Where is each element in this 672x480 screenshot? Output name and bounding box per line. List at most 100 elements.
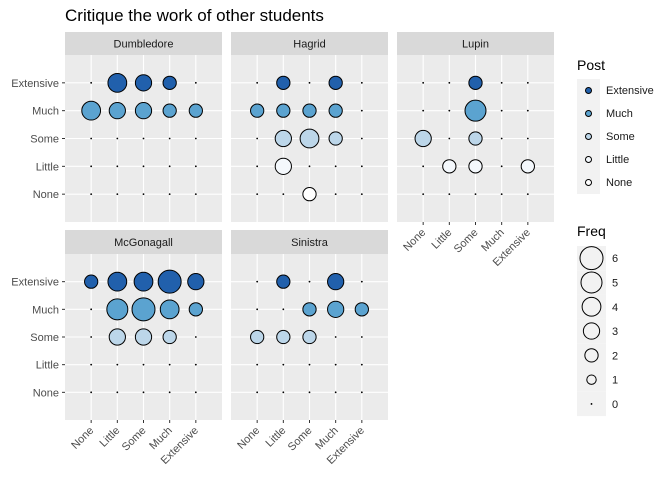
point-zero: [282, 391, 285, 394]
point-zero: [308, 363, 311, 366]
legend-swatch: [585, 179, 592, 186]
point-none-some: [414, 129, 432, 148]
point-little-some: [108, 328, 126, 346]
point-zero: [526, 193, 529, 196]
point-zero: [194, 81, 197, 84]
point-zero: [500, 193, 503, 196]
legend-post-item-little: Little: [577, 148, 629, 171]
point-some-much: [131, 297, 156, 322]
legend-label: Little: [606, 154, 629, 166]
point-zero: [168, 165, 171, 168]
point-zero: [308, 165, 311, 168]
point-zero: [334, 336, 337, 338]
panel-dumbledore: Dumbledore: [65, 32, 222, 222]
point-some-extensive: [133, 271, 154, 292]
point-much-extensive: [327, 273, 345, 291]
point-zero: [422, 109, 425, 112]
point-zero: [168, 391, 171, 394]
point-none-some: [250, 329, 265, 345]
point-zero: [334, 165, 337, 168]
panel-points: [250, 75, 363, 202]
point-zero: [168, 137, 171, 140]
point-zero: [360, 280, 363, 283]
point-much-some: [162, 329, 177, 345]
legend-size-swatch: [584, 348, 599, 363]
point-zero: [360, 336, 363, 338]
point-zero: [90, 165, 93, 168]
legend-label: 3: [612, 326, 618, 338]
point-zero: [360, 109, 363, 112]
point-zero: [360, 363, 363, 366]
point-little-much: [108, 102, 126, 120]
point-zero: [256, 137, 259, 140]
point-zero: [194, 165, 197, 168]
point-little-extensive: [276, 274, 291, 289]
point-little-little: [442, 159, 457, 174]
panel-strip: [397, 32, 554, 55]
point-zero: [422, 81, 425, 84]
point-zero: [256, 193, 259, 196]
y-tick-label: None: [33, 189, 59, 201]
point-little-little: [274, 157, 292, 175]
legend-swatch: [585, 133, 592, 140]
point-little-extensive: [107, 72, 128, 93]
legend-freq-title: Freq: [577, 223, 606, 239]
point-little-much: [276, 103, 291, 118]
panel-points: [414, 75, 535, 196]
point-much-much: [159, 299, 180, 320]
point-zero: [256, 308, 259, 311]
x-tick-label: Little: [430, 227, 455, 252]
legend-size-swatch: [582, 322, 601, 340]
legend-size-swatch: [581, 296, 602, 317]
legend-freq-item-0: 0: [577, 391, 618, 417]
point-some-some: [302, 329, 317, 345]
y-tick-label: Little: [36, 161, 59, 173]
legend-size-swatch: [580, 271, 603, 294]
panel-strip-label: McGonagall: [114, 237, 173, 249]
point-some-none: [302, 187, 317, 202]
panel-points: [81, 72, 203, 196]
point-some-some: [468, 131, 483, 146]
panel-strip-label: Dumbledore: [114, 39, 174, 51]
y-tick-label: Little: [36, 360, 59, 372]
point-zero: [116, 137, 119, 140]
point-some-little: [468, 159, 483, 174]
panel-points: [250, 273, 369, 394]
chart-title: Critique the work of other students: [65, 6, 324, 25]
legend-label: Much: [606, 108, 633, 120]
x-tick-label: Little: [264, 425, 289, 450]
point-some-extensive: [134, 74, 153, 92]
point-zero: [256, 391, 259, 394]
legend-post: Post Extensive Much Some Little None: [577, 57, 654, 194]
point-little-extensive: [276, 75, 291, 90]
legend-post-item-much: Much: [577, 102, 633, 125]
x-tick-label: Little: [98, 425, 123, 450]
legend-post-title: Post: [577, 57, 605, 73]
point-zero: [526, 109, 529, 112]
point-extensive-much: [188, 103, 203, 118]
panel-strip-label: Hagrid: [293, 39, 325, 51]
panel-strip: [231, 32, 388, 55]
point-zero: [360, 137, 363, 140]
point-little-some: [274, 129, 292, 148]
point-zero: [500, 109, 503, 112]
point-zero: [194, 363, 197, 366]
point-extensive-little: [520, 159, 535, 174]
point-zero: [308, 391, 311, 394]
point-zero: [90, 336, 93, 338]
panel-mcgonagall: McGonagall: [65, 230, 222, 420]
point-zero: [116, 165, 119, 168]
point-zero: [116, 363, 119, 366]
y-tick-label: Extensive: [11, 277, 59, 289]
point-zero: [448, 81, 451, 84]
point-zero: [360, 391, 363, 394]
legend-swatch: [585, 87, 592, 94]
point-zero: [116, 193, 119, 196]
point-much-much: [162, 103, 177, 118]
y-tick-label: None: [33, 387, 59, 399]
legend-post-item-some: Some: [577, 125, 635, 148]
point-much-some: [328, 131, 343, 146]
panel-sinistra: Sinistra: [231, 230, 388, 420]
panel-strip-label: Lupin: [462, 39, 489, 51]
